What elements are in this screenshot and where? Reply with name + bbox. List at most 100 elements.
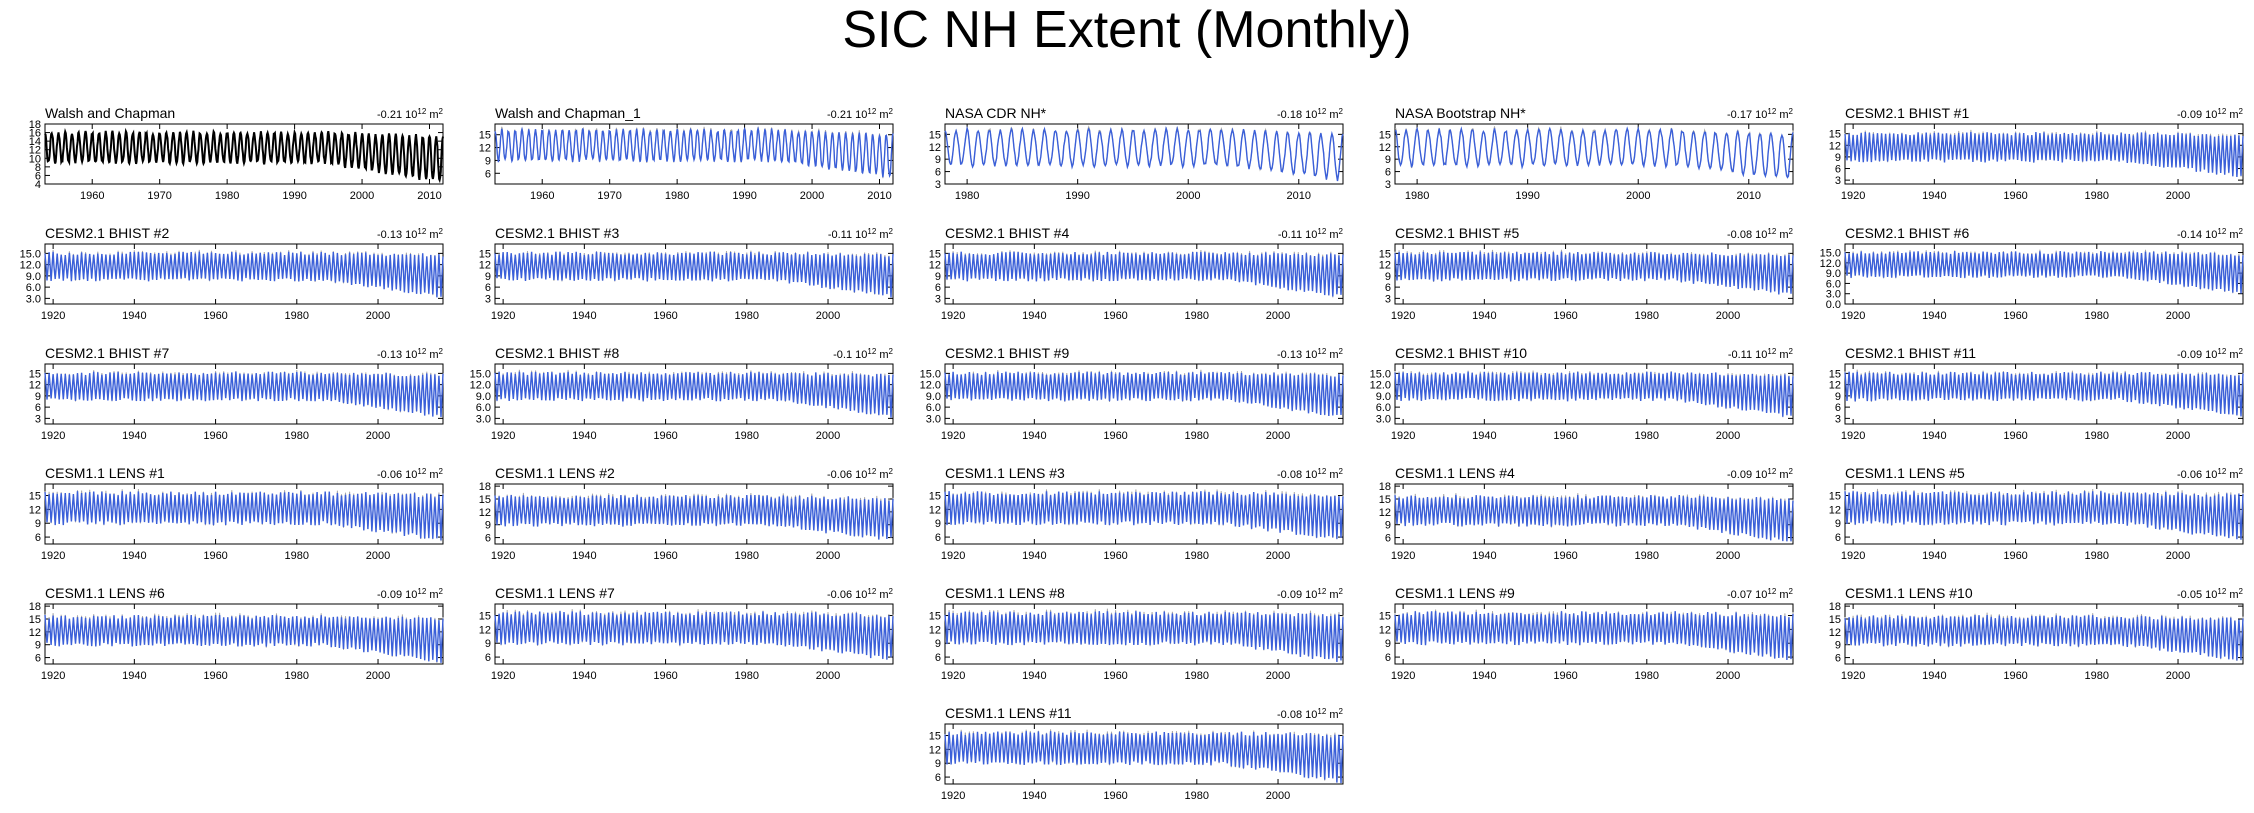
x-tick-label: 1940 [1922, 430, 1946, 442]
plot-frame [1844, 123, 2244, 185]
x-tick-label: 1940 [1022, 670, 1046, 682]
panel-title: Walsh and Chapman [45, 105, 175, 121]
y-tick-label: 9 [1385, 271, 1391, 283]
x-tick-label: 2000 [1266, 430, 1290, 442]
trend-unit-exp: 12 [2217, 467, 2226, 476]
y-tick-label: 6 [935, 532, 941, 544]
trend-unit-tail: m [1326, 589, 1338, 601]
trend-unit-exp: 12 [417, 347, 426, 356]
trend-value: -0.08 [1727, 229, 1755, 241]
x-tick-label: 1940 [1922, 670, 1946, 682]
panel-title: NASA CDR NH* [945, 105, 1047, 121]
y-tick-label: 9 [935, 638, 941, 650]
trend-unit-sup: 2 [1789, 107, 1794, 116]
x-tick-label: 2010 [1287, 190, 1311, 202]
x-tick-label: 1980 [215, 190, 239, 202]
trend-unit-exp: 12 [867, 107, 876, 116]
x-tick-label: 1980 [1185, 790, 1209, 802]
y-tick-label: 6 [1835, 532, 1841, 544]
trend-label: -0.1 1012 m2 [833, 347, 893, 361]
x-tick-label: 1940 [122, 430, 146, 442]
y-tick-label: 9 [485, 638, 491, 650]
trend-label: -0.21 1012 m2 [377, 107, 444, 121]
panel-title: CESM1.1 LENS #11 [945, 705, 1072, 721]
x-tick-label: 1920 [491, 550, 515, 562]
y-tick-label: 15.0 [20, 248, 41, 260]
trend-unit-base: 10 [1755, 589, 1767, 601]
y-tick-label: 9.0 [26, 271, 41, 283]
x-tick-label: 2000 [816, 310, 840, 322]
x-tick-label: 2000 [366, 670, 390, 682]
trend-value: -0.08 [1277, 709, 1305, 721]
x-tick-label: 1980 [735, 430, 759, 442]
x-tick-label: 1980 [665, 190, 689, 202]
trend-label: -0.11 1012 m2 [1728, 347, 1794, 361]
trend-unit-exp: 12 [417, 467, 426, 476]
x-tick-label: 2000 [816, 550, 840, 562]
plot-frame [1844, 243, 2244, 305]
series-line [1844, 250, 2244, 294]
y-tick-label: 15 [1829, 368, 1841, 380]
trend-unit-exp: 12 [2217, 227, 2226, 236]
x-tick-label: 1960 [1103, 670, 1127, 682]
y-tick-label: 12 [29, 627, 41, 639]
x-tick-label: 2000 [366, 310, 390, 322]
trend-label: -0.08 1012 m2 [1727, 227, 1794, 241]
y-tick-label: 9 [1835, 518, 1841, 530]
series-line [1394, 494, 1794, 542]
series-line [1844, 614, 2244, 661]
x-tick-label: 1920 [491, 310, 515, 322]
series-line [494, 126, 894, 179]
y-tick-label: 12 [1829, 140, 1841, 152]
x-tick-label: 1960 [1553, 430, 1577, 442]
trend-unit-base: 10 [1305, 589, 1317, 601]
y-tick-label: 3 [1835, 175, 1841, 187]
trend-value: -0.17 [1727, 109, 1755, 121]
x-tick-label: 2000 [1716, 430, 1740, 442]
panel-title: CESM2.1 BHIST #11 [1845, 345, 1976, 361]
trend-value: -0.09 [1277, 589, 1305, 601]
plot-frame [494, 243, 894, 305]
series-line [494, 494, 894, 540]
y-tick-label: 10 [29, 153, 41, 165]
trend-value: -0.06 [377, 469, 405, 481]
x-tick-label: 1960 [1103, 550, 1127, 562]
plot-frame [1394, 483, 1794, 545]
trend-unit-base: 10 [1305, 109, 1317, 121]
y-tick-label: 9 [35, 391, 41, 403]
x-tick-label: 1980 [285, 310, 309, 322]
trend-label: -0.11 1012 m2 [1278, 227, 1344, 241]
trend-value: -0.1 [833, 349, 855, 361]
trend-unit-tail: m [1776, 349, 1788, 361]
series-line [494, 611, 894, 660]
y-tick-label: 18 [29, 119, 41, 131]
panel-title: CESM2.1 BHIST #2 [45, 225, 169, 241]
y-tick-label: 9.0 [926, 391, 941, 403]
plot-frame [944, 123, 1344, 185]
y-tick-label: 9 [485, 520, 491, 532]
series-line [1844, 371, 2244, 417]
panel-10: CESM2.1 BHIST #6 -0.14 1012 m2 1920 1940 196… [1820, 225, 2244, 322]
y-tick-label: 12.0 [1370, 380, 1391, 392]
x-tick-label: 1980 [1185, 430, 1209, 442]
y-tick-label: 15.0 [1820, 248, 1841, 260]
trend-unit-sup: 2 [1789, 467, 1794, 476]
x-tick-label: 1980 [2085, 310, 2109, 322]
panel-12: CESM2.1 BHIST #8 -0.1 1012 m2 1920 1940 1960… [470, 345, 894, 442]
trend-value: -0.11 [1728, 349, 1755, 361]
trend-unit-sup: 2 [2239, 347, 2244, 356]
y-tick-label: 6 [35, 532, 41, 544]
trend-label: -0.08 1012 m2 [1277, 707, 1344, 721]
x-tick-label: 1980 [735, 310, 759, 322]
x-tick-label: 1980 [2085, 550, 2109, 562]
trend-unit-tail: m [2226, 109, 2238, 121]
panel-title: CESM1.1 LENS #2 [495, 465, 615, 481]
y-tick-label: 6 [1385, 533, 1391, 545]
trend-unit-tail: m [2226, 349, 2238, 361]
trend-label: -0.09 1012 m2 [1277, 587, 1344, 601]
trend-value: -0.14 [2177, 229, 2205, 241]
plot-frame [44, 243, 444, 305]
